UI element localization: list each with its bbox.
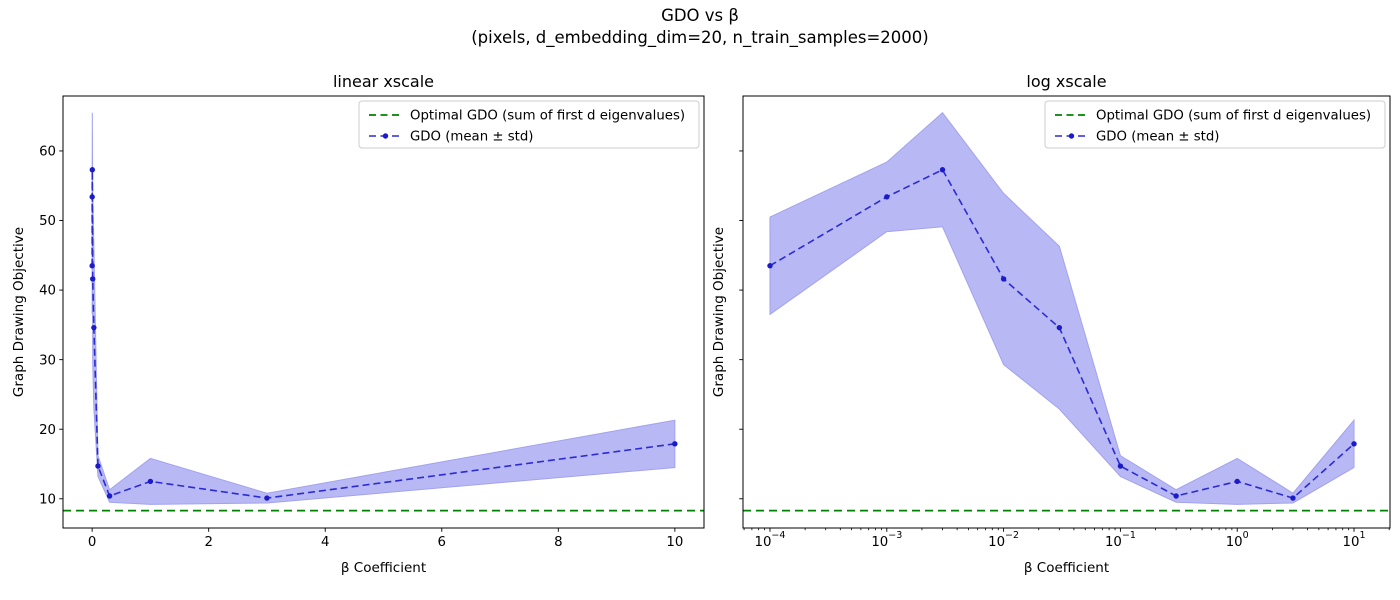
y-axis-label: Graph Drawing Objective <box>711 227 727 397</box>
y-tick-label: 30 <box>39 353 56 368</box>
x-tick-label: 0 <box>88 535 96 550</box>
y-tick-label: 60 <box>39 145 56 160</box>
legend-gdo-marker-sample <box>382 133 389 139</box>
data-point <box>1000 276 1007 282</box>
data-point <box>1117 463 1124 469</box>
subplot-log: 10−4 10−3 10−2 10−1 100 101 log xscale β Coeffi… <box>711 72 1391 576</box>
data-point <box>672 441 678 447</box>
y-tick-label: 10 <box>39 492 56 507</box>
legend-label-gdo: GDO (mean ± std) <box>410 130 534 145</box>
axes-frame <box>742 95 1391 529</box>
x-tick-label: 2 <box>204 535 212 550</box>
y-tick-label: 40 <box>39 284 56 299</box>
x-tick-label: 10 <box>666 535 683 550</box>
data-point <box>90 276 96 282</box>
data-point <box>91 324 97 331</box>
data-point <box>1234 478 1240 485</box>
std-band <box>769 111 1355 505</box>
figure-subtitle: (pixels, d_embedding_dim=20, n_train_sam… <box>471 28 929 47</box>
data-point <box>89 167 96 173</box>
legend: Optimal GDO (sum of first d eigenvalues)… <box>1044 100 1386 149</box>
data-point <box>1290 495 1296 501</box>
y-axis-label: Graph Drawing Objective <box>11 227 27 397</box>
data-point <box>147 478 154 485</box>
subplot-title: linear xscale <box>333 72 434 91</box>
data-point <box>1056 324 1063 331</box>
data-point <box>264 495 270 501</box>
x-tick-label: 101 <box>1343 530 1366 549</box>
legend-label-optimal: Optimal GDO (sum of first d eigenvalues) <box>410 109 685 124</box>
x-axis-label: β Coefficient <box>1024 560 1109 576</box>
y-tick-label: 20 <box>39 423 56 438</box>
x-tick-label: 10−4 <box>755 530 786 549</box>
x-tick-label: 8 <box>554 535 562 550</box>
legend: Optimal GDO (sum of first d eigenvalues)… <box>358 100 700 149</box>
data-point <box>1173 493 1179 499</box>
legend-label-optimal: Optimal GDO (sum of first d eigenvalues) <box>1096 109 1371 124</box>
y-tick-label: 50 <box>39 214 56 229</box>
data-point <box>884 194 890 200</box>
data-point <box>767 263 773 269</box>
axes-frame <box>62 95 705 529</box>
legend-box <box>1044 100 1386 149</box>
legend-gdo-marker-sample <box>1068 133 1075 139</box>
data-point <box>89 194 95 200</box>
x-tick-label: 10−1 <box>1105 530 1136 549</box>
legend-box <box>358 100 700 149</box>
data-point <box>95 463 101 469</box>
data-point <box>106 493 113 499</box>
x-axis-label: β Coefficient <box>341 560 426 576</box>
gdo-mean-line <box>91 169 675 499</box>
legend-label-gdo: GDO (mean ± std) <box>1096 130 1220 145</box>
x-tick-label: 10−2 <box>988 530 1019 549</box>
data-point <box>1351 441 1357 447</box>
std-band <box>91 112 676 505</box>
x-tick-label: 6 <box>438 535 446 550</box>
figure-suptitle: GDO vs β <box>661 6 739 25</box>
x-tick-label: 100 <box>1226 530 1249 549</box>
subplot-title: log xscale <box>1026 72 1106 91</box>
x-tick-label: 4 <box>321 535 329 550</box>
subplot-linear: 0 2 4 6 8 10 10 20 30 40 50 60 linear xscale β Coeffi… <box>11 72 705 576</box>
data-point <box>89 263 95 269</box>
gdo-mean-line <box>769 168 1355 499</box>
x-tick-label: 10−3 <box>871 530 902 549</box>
data-point <box>939 167 946 173</box>
